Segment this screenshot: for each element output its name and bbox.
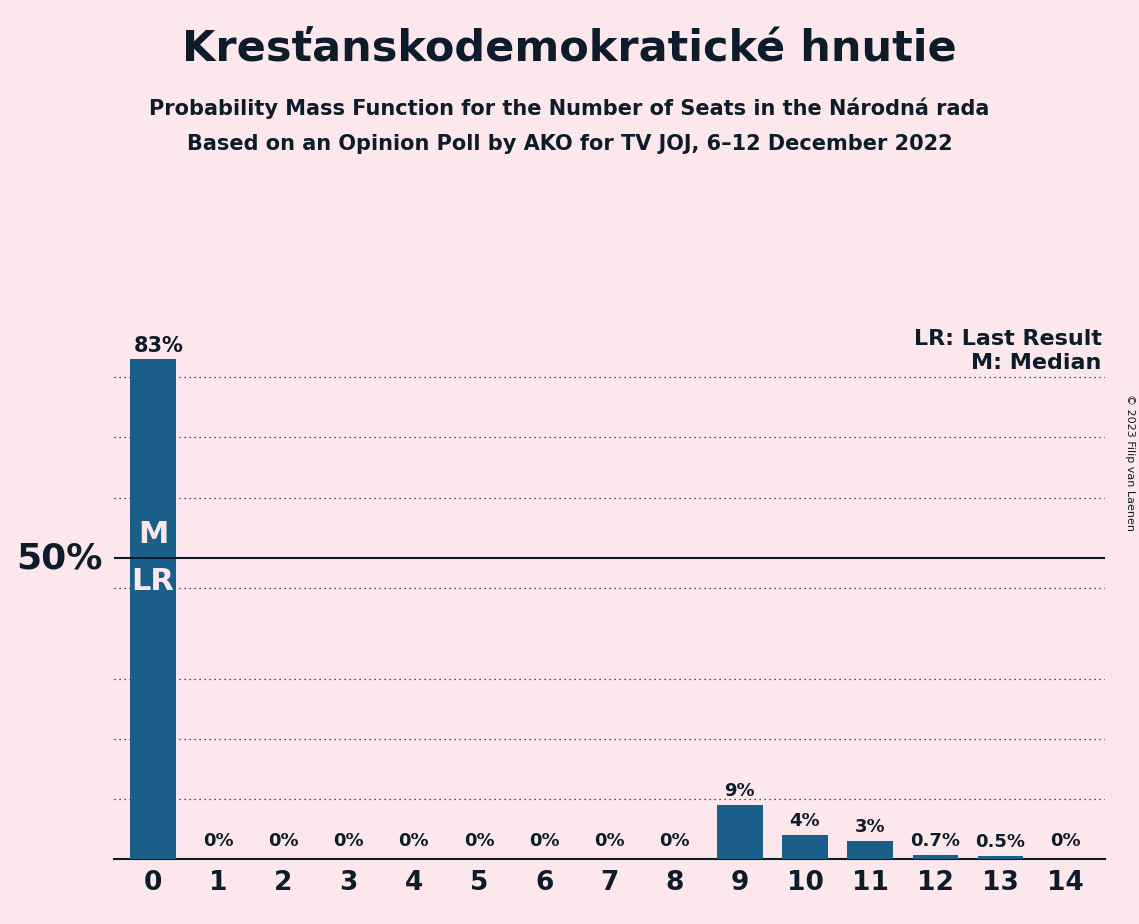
Bar [716,805,763,859]
Text: 0%: 0% [203,833,233,850]
Text: 0%: 0% [268,833,298,850]
Text: 50%: 50% [16,541,103,575]
Text: 0.7%: 0.7% [910,833,960,850]
Text: Based on an Opinion Poll by AKO for TV JOJ, 6–12 December 2022: Based on an Opinion Poll by AKO for TV J… [187,134,952,154]
Text: 0%: 0% [1050,833,1081,850]
Text: 4%: 4% [789,812,820,831]
Text: 0%: 0% [399,833,429,850]
Text: 9%: 9% [724,783,755,800]
Text: Kresťanskodemokratické hnutie: Kresťanskodemokratické hnutie [182,28,957,69]
Text: 0%: 0% [334,833,363,850]
Text: Probability Mass Function for the Number of Seats in the Národná rada: Probability Mass Function for the Number… [149,97,990,118]
Text: 83%: 83% [133,336,183,356]
Text: LR: Last Result: LR: Last Result [913,329,1101,349]
Bar [130,359,175,859]
Bar [977,857,1023,859]
Text: © 2023 Filip van Laenen: © 2023 Filip van Laenen [1125,394,1134,530]
Text: LR: LR [132,567,174,596]
Bar [847,841,893,859]
Bar [912,855,958,859]
Text: 3%: 3% [855,819,885,836]
Text: 0%: 0% [464,833,494,850]
Text: M: Median: M: Median [972,353,1101,373]
Text: 0%: 0% [528,833,559,850]
Text: 0.5%: 0.5% [975,833,1025,852]
Bar [782,835,828,859]
Text: 0%: 0% [595,833,624,850]
Text: 0%: 0% [659,833,690,850]
Text: M: M [138,520,169,549]
